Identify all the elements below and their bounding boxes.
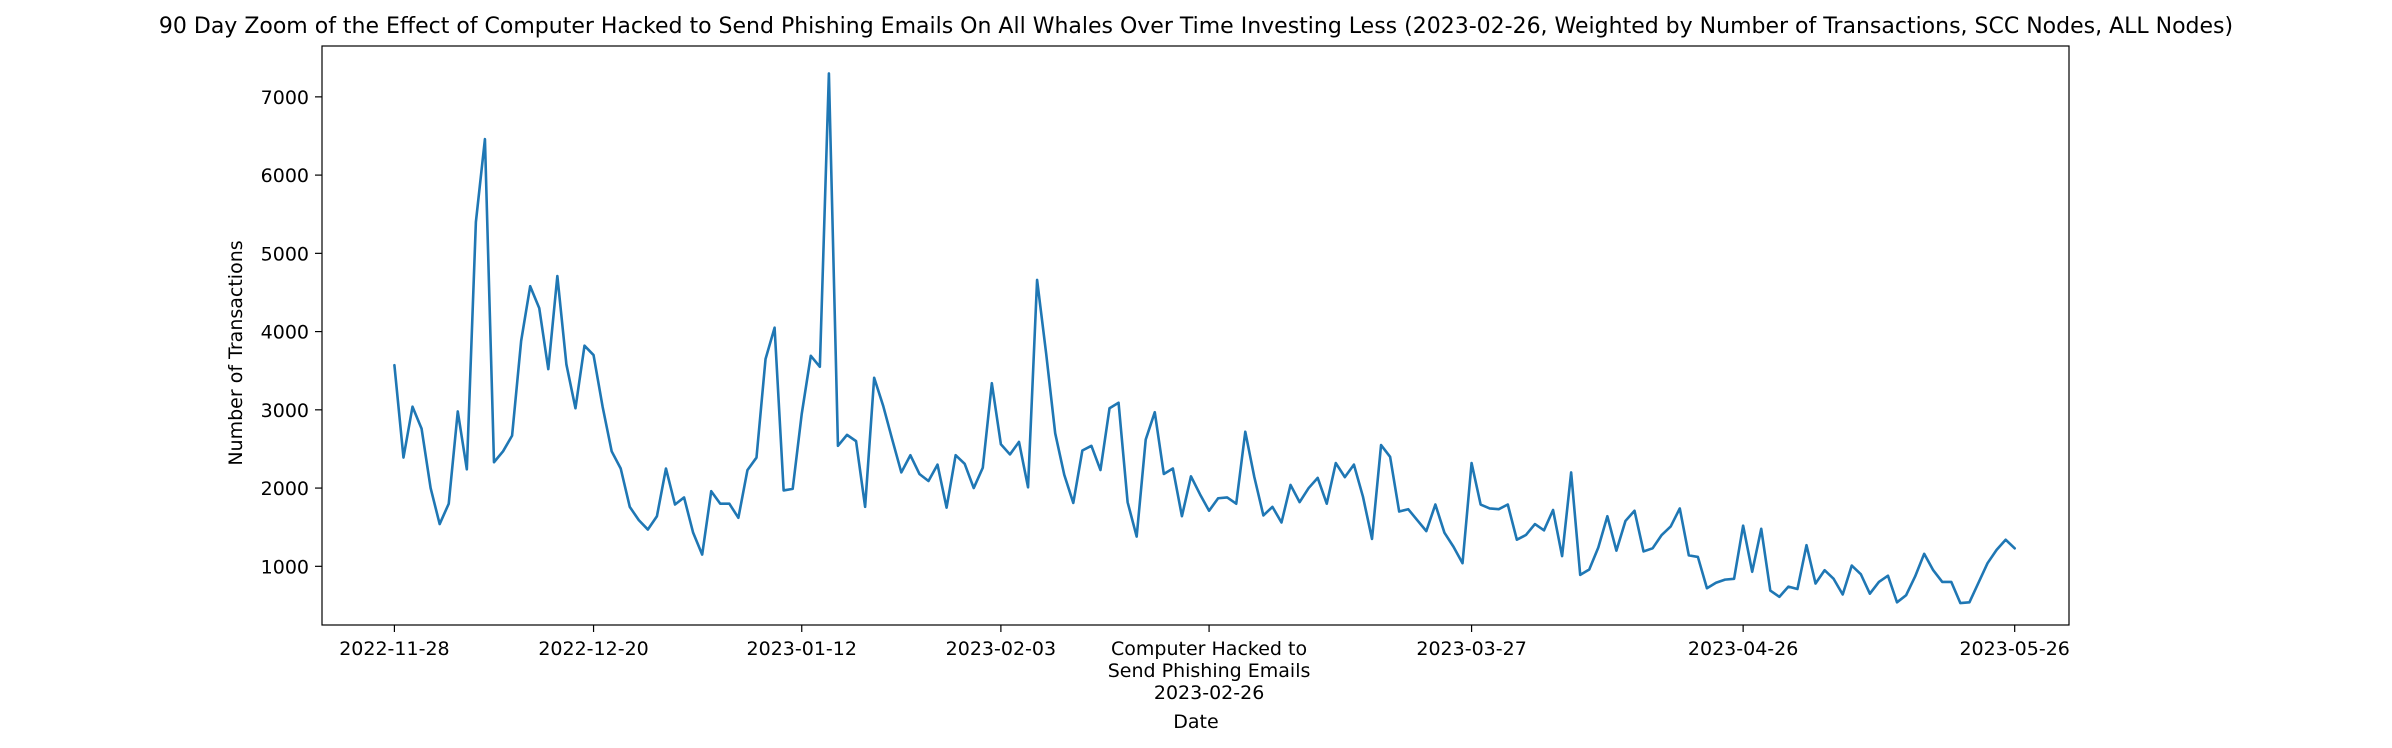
y-axis-label: Number of Transactions: [225, 240, 247, 465]
transactions-series-line: [393, 72, 2016, 605]
plot-frame: [321, 45, 2070, 626]
event-annotation-label: Computer Hacked to Send Phishing Emails 20…: [1108, 638, 1311, 704]
x-tick-label: 2023-03-27: [1416, 638, 1526, 660]
x-tick-label: 2022-12-20: [538, 638, 648, 660]
x-tick-label: 2023-04-26: [1688, 638, 1798, 660]
y-tick-label: 3000: [261, 400, 309, 422]
y-tick-label: 7000: [261, 87, 309, 109]
x-tick-label: 2023-05-26: [1959, 638, 2069, 660]
y-axis: 1000 2000 3000 4000 5000 6000 7000: [261, 87, 322, 578]
x-tick-label: 2023-01-12: [747, 638, 857, 660]
y-tick-label: 1000: [261, 556, 309, 578]
y-tick-label: 6000: [261, 165, 309, 187]
x-tick-label: 2022-11-28: [339, 638, 449, 660]
y-tick-label: 5000: [261, 243, 309, 265]
x-tick-label: 2023-02-03: [946, 638, 1056, 660]
chart-title: 90 Day Zoom of the Effect of Computer Ha…: [159, 14, 2233, 39]
x-axis-label: Date: [1173, 711, 1218, 733]
y-tick-label: 2000: [261, 478, 309, 500]
y-tick-label: 4000: [261, 322, 309, 344]
x-axis: 2022-11-28 2022-12-20 2023-01-12 2023-02-03…: [339, 625, 2070, 704]
